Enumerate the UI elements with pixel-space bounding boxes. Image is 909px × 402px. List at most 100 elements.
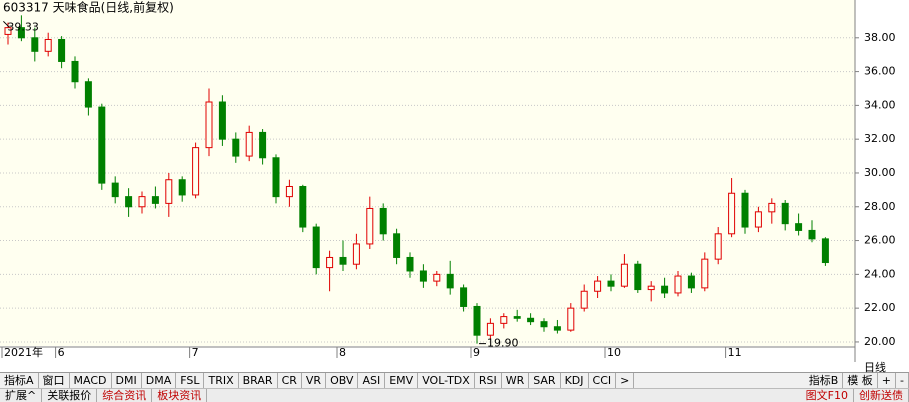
- x-tick-label: 10: [607, 346, 621, 359]
- tab[interactable]: SAR: [529, 373, 561, 388]
- tab[interactable]: ASI: [358, 373, 386, 388]
- candle-body: [647, 285, 655, 291]
- candle-body: [527, 317, 535, 323]
- candle-body: [781, 202, 789, 225]
- tab[interactable]: DMI: [112, 373, 142, 388]
- tab[interactable]: -: [896, 373, 909, 388]
- x-tick-label: 6: [58, 346, 65, 359]
- tab[interactable]: 图文F10: [801, 389, 854, 402]
- tab[interactable]: 关联报价: [42, 389, 98, 402]
- tab[interactable]: 创新送债: [854, 389, 909, 402]
- candle-body: [687, 275, 695, 289]
- tab[interactable]: VR: [302, 373, 327, 388]
- candle-body: [701, 258, 709, 289]
- candle-body: [754, 211, 762, 228]
- tab[interactable]: MACD: [70, 373, 112, 388]
- indicator-tabs: 指标A 窗口 MACD DMI DMA FSL TRIX BRAR CR VR OBV ASI EMV V…: [0, 372, 909, 388]
- candle-body: [580, 290, 588, 309]
- candle-body: [540, 321, 548, 328]
- candle-body: [567, 307, 575, 331]
- tab[interactable]: >: [616, 373, 635, 388]
- candle-body: [71, 60, 79, 83]
- candle-body: [205, 101, 213, 149]
- candle-body: [473, 305, 481, 336]
- tab[interactable]: +: [878, 373, 897, 388]
- y-tick-label: 24.00: [864, 267, 896, 280]
- plot-bg: [0, 0, 855, 346]
- candle-body: [446, 273, 454, 289]
- y-tick-label: 32.00: [864, 132, 896, 145]
- candle-body: [714, 233, 722, 260]
- tab[interactable]: 板块资讯: [152, 389, 208, 402]
- candle-body: [594, 280, 602, 292]
- y-tick-label: 20.00: [864, 335, 896, 348]
- candle-body: [245, 131, 253, 157]
- chart: 603317 天味食品(日线,前复权) 20.00 22.00 24.00 26.00…: [0, 0, 896, 362]
- tab[interactable]: 模 板: [843, 373, 878, 388]
- tab[interactable]: EMV: [385, 373, 419, 388]
- x-tick-label: 9: [473, 346, 480, 359]
- candle-body: [553, 326, 561, 331]
- tab[interactable]: FSL: [176, 373, 205, 388]
- candle-body: [138, 196, 146, 208]
- candle-body: [98, 106, 106, 184]
- x-tick-label: 8: [339, 346, 346, 359]
- candle-body: [111, 182, 119, 198]
- tab[interactable]: 综合资讯: [97, 389, 153, 402]
- tab[interactable]: VOL-TDX: [418, 373, 475, 388]
- candle-body: [17, 27, 25, 39]
- candle-body: [513, 316, 521, 319]
- candle-body: [674, 275, 682, 294]
- tab[interactable]: CCI: [589, 373, 617, 388]
- candle-body: [192, 147, 200, 196]
- y-tick-label: 26.00: [864, 234, 896, 247]
- candle-body: [768, 202, 776, 213]
- chart-title: 603317 天味食品(日线,前复权): [3, 0, 174, 15]
- tab[interactable]: 指标B: [805, 373, 844, 388]
- max-arrow: [3, 20, 10, 28]
- candle-body: [741, 192, 749, 228]
- max-label: 39.33: [7, 20, 39, 33]
- y-tick-label: 28.00: [864, 200, 896, 213]
- tab[interactable]: BRAR: [239, 373, 278, 388]
- tab[interactable]: RSI: [475, 373, 502, 388]
- candle-body: [634, 263, 642, 291]
- tab[interactable]: 指标A: [0, 373, 39, 388]
- candle-body: [232, 138, 240, 157]
- candle-body: [352, 243, 360, 265]
- x-tick-label: 7: [192, 346, 199, 359]
- candle-body: [728, 192, 736, 235]
- candle-body: [433, 273, 441, 282]
- indicator-tabs-right: 指标B 模 板 + -: [805, 373, 909, 388]
- candle-body: [84, 81, 92, 108]
- candle-body: [419, 270, 427, 282]
- tab[interactable]: OBV: [326, 373, 359, 388]
- candle-body: [58, 38, 66, 62]
- candle-body: [4, 27, 12, 35]
- candle-body: [661, 285, 669, 294]
- candle-body: [299, 185, 307, 228]
- candle-body: [379, 207, 387, 235]
- candle-body: [44, 38, 52, 52]
- tab[interactable]: 窗口: [39, 373, 70, 388]
- y-tick-label: 38.00: [864, 31, 896, 44]
- tab[interactable]: WR: [502, 373, 530, 388]
- tab[interactable]: KDJ: [561, 373, 589, 388]
- candle-body: [821, 238, 829, 264]
- tab[interactable]: TRIX: [204, 373, 239, 388]
- tab[interactable]: CR: [278, 373, 302, 388]
- y-tick-label: 30.00: [864, 166, 896, 179]
- tab[interactable]: DMA: [142, 373, 177, 388]
- y-tick-label: 34.00: [864, 98, 896, 111]
- candle-body: [808, 229, 816, 240]
- candle-body: [259, 131, 267, 159]
- y-tick-label: 22.00: [864, 301, 896, 314]
- candle-body: [31, 37, 39, 52]
- candle-body: [165, 179, 173, 204]
- candle-body: [151, 196, 159, 204]
- candle-body: [125, 196, 133, 208]
- candle-body: [218, 101, 226, 140]
- tab[interactable]: 扩展^: [0, 389, 43, 402]
- candle-body: [500, 316, 508, 324]
